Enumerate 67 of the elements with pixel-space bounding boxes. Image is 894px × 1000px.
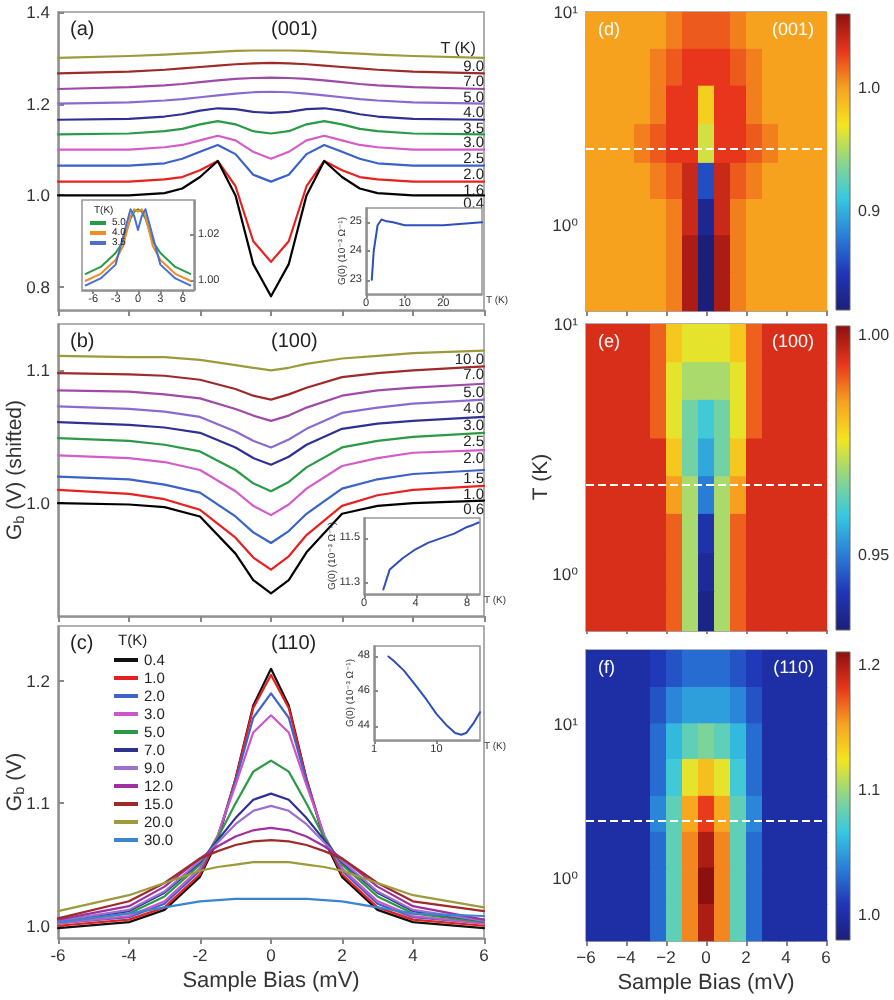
line-series xyxy=(56,382,486,422)
x-tick-label: 0 xyxy=(701,947,712,967)
line-series xyxy=(56,468,486,545)
y-tick-label: 10¹ xyxy=(553,2,579,22)
color-bar-label: 1.00 xyxy=(858,325,891,344)
y-tick-label: 1.2 xyxy=(26,93,51,114)
line-series xyxy=(56,398,486,449)
y-tick-label: 0.8 xyxy=(26,277,51,298)
x-tick-label: 0 xyxy=(266,945,277,965)
color-bar-label: 1.2 xyxy=(858,655,882,674)
y-tick-label: 10¹ xyxy=(553,314,579,334)
color-bar-label: 1.0 xyxy=(858,905,882,924)
annotation: (110) xyxy=(773,657,815,677)
y-tick-label: 1.2 xyxy=(26,671,51,692)
color-bar-label: 0.9 xyxy=(858,202,882,221)
x-tick-label: −2 xyxy=(656,947,677,967)
line-series xyxy=(56,861,486,913)
y-axis-title: T (K) xyxy=(529,453,553,501)
x-tick-label: 2 xyxy=(337,945,348,965)
color-bar-label: 1.1 xyxy=(858,780,882,799)
x-tick-label: -6 xyxy=(50,945,67,965)
line-series xyxy=(56,499,486,595)
x-tick-label: 6 xyxy=(821,947,832,967)
line-series xyxy=(56,365,486,401)
annotation: (c) xyxy=(70,633,94,655)
line-series xyxy=(370,218,483,281)
annotation: (100) xyxy=(771,331,815,351)
y-tick-label: 1.0 xyxy=(26,185,51,206)
annotation: (b) xyxy=(70,331,95,353)
x-tick-label: −6 xyxy=(576,947,597,967)
y-tick-label: 10¹ xyxy=(553,713,579,734)
line-series xyxy=(56,349,486,372)
color-bar-label: 1.0 xyxy=(858,79,882,97)
x-tick-label: -4 xyxy=(121,945,138,965)
y-tick-label: 10⁰ xyxy=(552,215,580,236)
x-tick-label: 4 xyxy=(408,945,419,965)
x-tick-label: -2 xyxy=(192,945,209,965)
y-tick-label: 10⁰ xyxy=(552,564,580,585)
y-tick-label: 1.1 xyxy=(26,360,51,381)
annotation: (a) xyxy=(70,19,95,41)
annotation: (e) xyxy=(598,331,620,351)
y-tick-label: 1.0 xyxy=(26,493,51,514)
line-series xyxy=(56,120,486,136)
x-tick-label: 6 xyxy=(479,945,490,965)
x-tick-label: 4 xyxy=(781,947,792,967)
line-series xyxy=(56,484,486,571)
line-series xyxy=(56,134,486,160)
line-series xyxy=(56,448,486,517)
line-series xyxy=(56,897,486,924)
x-axis-title: Sample Bias (mV) xyxy=(617,971,795,995)
x-tick-label: −4 xyxy=(616,947,637,967)
annotation: (f) xyxy=(598,657,615,677)
annotation: (110) xyxy=(270,633,317,655)
annotation: (001) xyxy=(270,19,318,41)
legend-title: T (K) xyxy=(440,39,477,57)
line-series xyxy=(56,415,486,466)
annotation: (100) xyxy=(270,331,318,353)
x-axis-title: Sample Bias (mV) xyxy=(182,969,360,993)
y-tick-label: 1.1 xyxy=(26,793,51,814)
y-tick-label: 1.4 xyxy=(26,2,51,22)
line-series xyxy=(382,521,480,591)
annotation: (001) xyxy=(771,19,815,39)
y-tick-label: 1.0 xyxy=(26,915,51,936)
x-tick-label: 2 xyxy=(741,947,752,967)
color-bar-label: 0.95 xyxy=(858,546,891,565)
y-tick-label: 10⁰ xyxy=(552,868,580,889)
annotation: (d) xyxy=(598,19,620,39)
